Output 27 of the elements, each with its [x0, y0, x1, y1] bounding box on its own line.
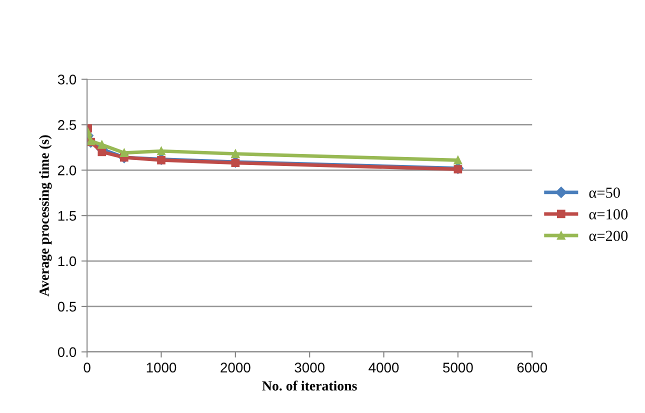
y-tick-label: 3.0: [58, 74, 76, 84]
x-tick-label: 3000: [294, 362, 325, 372]
legend-label: α=100: [589, 209, 628, 220]
point: [231, 158, 240, 168]
x-tick-label: 2000: [220, 362, 250, 372]
y-tick-label: 1.5: [58, 211, 76, 221]
x-tick-label: 1000: [146, 362, 176, 372]
point: [231, 150, 240, 158]
point: [157, 146, 166, 156]
x-tick-label: 4000: [368, 362, 399, 372]
x-axis-title: No. of iterations: [262, 380, 357, 391]
y-tick-label: 0.5: [58, 302, 76, 312]
x-tick-label: 5000: [443, 362, 473, 372]
x-tick-label: 0: [84, 362, 90, 372]
y-tick-label: 1.0: [58, 256, 76, 266]
point: [120, 148, 128, 158]
y-tick-label: 2.5: [58, 120, 76, 130]
point: [454, 156, 462, 164]
y-axis-title: Average processing time (s): [39, 135, 52, 296]
y-tick-label: 2.0: [58, 165, 76, 176]
point: [98, 140, 106, 149]
y-tick-label: 0.0: [58, 347, 76, 358]
x-tick-label: 6000: [517, 362, 548, 372]
point: [454, 165, 462, 174]
legend-label: α=200: [589, 230, 628, 242]
legend-label: α=50: [589, 188, 620, 198]
point: [157, 156, 166, 164]
